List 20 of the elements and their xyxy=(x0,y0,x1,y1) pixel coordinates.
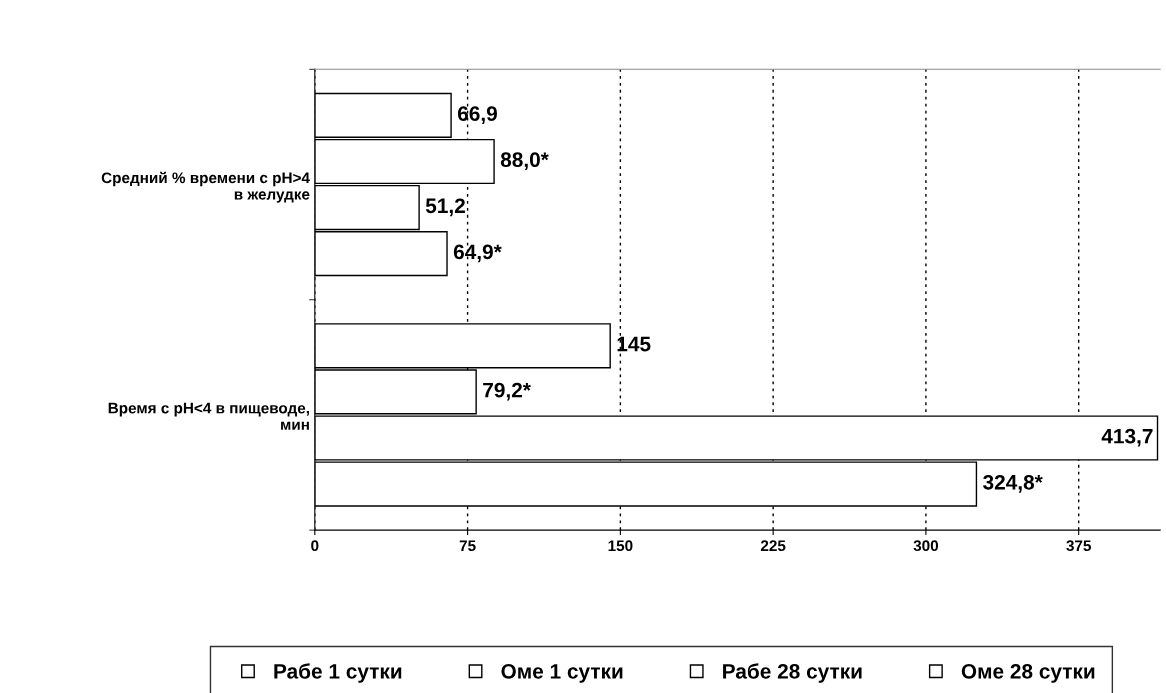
data-label: 413,7 xyxy=(1101,428,1153,447)
data-label: 64,9* xyxy=(453,244,502,263)
x-tick-label: 300 xyxy=(913,540,939,552)
y-tick-label: Время с pH<4 в пищеводе, мин xyxy=(108,402,309,430)
data-label: 79,2* xyxy=(483,382,531,401)
data-label: 324,8* xyxy=(983,474,1043,493)
x-tick-label: 225 xyxy=(760,540,786,552)
legend-label: Оме 1 сутки xyxy=(501,663,623,683)
y-tick-label: Средний % времени с pH>4 в желудке xyxy=(101,171,310,203)
data-label: 66,9 xyxy=(457,106,497,124)
x-tick-label: 150 xyxy=(608,540,633,552)
data-label: 51,2 xyxy=(425,198,465,217)
legend-label: Рабе 1 сутки xyxy=(274,663,402,683)
legend-label: Рабе 28 сутки xyxy=(723,663,862,683)
x-tick-label: 75 xyxy=(459,540,476,552)
x-tick-label: 0 xyxy=(311,540,319,552)
legend-label: Оме 28 сутки xyxy=(961,663,1095,683)
x-tick-label: 375 xyxy=(1066,540,1092,552)
data-label: 145 xyxy=(617,336,651,352)
data-label: 88,0* xyxy=(500,152,549,171)
